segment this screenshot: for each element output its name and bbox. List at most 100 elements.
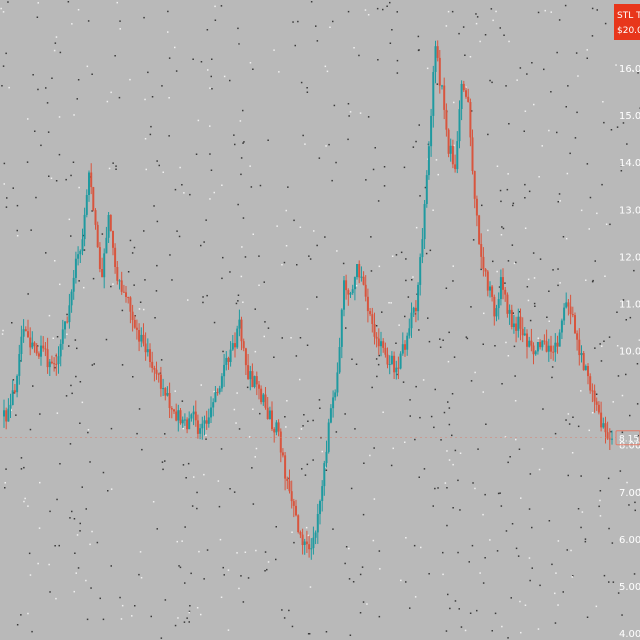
noise-dot: [299, 337, 302, 339]
noise-dot: [315, 25, 317, 27]
noise-dot: [430, 415, 433, 418]
noise-dot: [479, 572, 481, 574]
candle-body: [105, 237, 108, 254]
noise-dot: [189, 193, 191, 196]
candle-body: [11, 390, 14, 405]
candle-body: [242, 341, 245, 349]
candle-body: [133, 320, 136, 328]
candle-body: [316, 514, 319, 533]
candle-body: [44, 348, 47, 350]
noise-dot: [27, 293, 29, 295]
noise-dot: [120, 618, 123, 620]
noise-dot: [362, 513, 365, 516]
noise-dot: [217, 480, 220, 482]
candle-body: [288, 481, 291, 492]
y-tick-label: 10.00: [619, 347, 640, 358]
candle-body: [519, 316, 522, 329]
candle-body: [445, 109, 448, 130]
candle-body: [510, 309, 513, 327]
noise-dot: [621, 394, 624, 397]
noise-dot: [90, 587, 92, 589]
candle-body: [109, 215, 112, 231]
candle-body: [140, 334, 143, 342]
noise-dot: [108, 167, 111, 170]
noise-dot: [349, 634, 352, 636]
noise-dot: [396, 72, 399, 74]
noise-dot: [214, 19, 217, 21]
noise-dot: [574, 137, 577, 139]
candle-body: [347, 290, 350, 295]
noise-dot: [83, 249, 86, 251]
noise-dot: [459, 509, 461, 511]
noise-dot: [89, 543, 91, 546]
noise-dot: [308, 255, 310, 257]
candle-body: [24, 329, 27, 332]
noise-dot: [392, 447, 394, 450]
candle-body: [343, 280, 345, 310]
noise-dot: [600, 360, 603, 362]
noise-dot: [39, 481, 41, 484]
noise-dot: [266, 568, 268, 571]
noise-dot: [252, 68, 254, 70]
noise-dot: [131, 252, 134, 254]
candle-body: [482, 256, 485, 270]
noise-dot: [209, 125, 211, 127]
noise-dot: [156, 160, 158, 162]
noise-dot: [492, 260, 494, 263]
noise-dot: [333, 104, 336, 107]
noise-dot: [160, 637, 163, 639]
candle-body: [135, 327, 138, 330]
noise-dot: [15, 414, 17, 416]
noise-dot: [34, 130, 36, 132]
candle-body: [175, 411, 178, 421]
noise-dot: [76, 98, 78, 100]
noise-dot: [300, 428, 303, 430]
noise-dot: [383, 185, 386, 187]
noise-dot: [519, 67, 522, 69]
noise-dot: [285, 426, 287, 428]
noise-dot: [140, 577, 143, 579]
noise-dot: [471, 544, 474, 547]
noise-dot: [446, 450, 448, 452]
noise-dot: [491, 81, 493, 84]
noise-dot: [446, 487, 448, 489]
candle-body: [587, 366, 589, 377]
noise-dot: [604, 275, 606, 277]
noise-dot: [462, 26, 465, 28]
noise-dot: [127, 271, 130, 273]
noise-dot: [345, 546, 348, 548]
candle-body: [408, 328, 411, 336]
noise-dot: [402, 381, 405, 383]
noise-dot: [596, 212, 598, 215]
noise-dot: [77, 567, 80, 569]
noise-dot: [595, 393, 598, 395]
noise-dot: [520, 497, 522, 499]
noise-dot: [601, 345, 603, 347]
noise-dot: [565, 419, 567, 421]
candle-body: [534, 351, 537, 355]
noise-dot: [169, 254, 171, 256]
candle-body: [595, 401, 598, 405]
noise-dot: [35, 196, 37, 199]
noise-dot: [367, 14, 370, 16]
header-badge[interactable]: STL T $20.0: [614, 4, 640, 40]
noise-dot: [442, 573, 444, 576]
noise-dot: [81, 486, 83, 488]
candle-body: [447, 129, 450, 154]
noise-dot: [351, 358, 353, 360]
candle-body: [517, 316, 520, 331]
noise-dot: [422, 379, 425, 381]
noise-dot: [59, 463, 61, 465]
noise-dot: [309, 258, 312, 260]
noise-dot: [610, 129, 613, 131]
noise-dot: [512, 204, 514, 207]
noise-dot: [570, 549, 572, 552]
noise-dot: [116, 1, 118, 4]
candle-body: [552, 351, 555, 353]
noise-dot: [179, 566, 182, 569]
noise-dot: [252, 503, 255, 505]
candle-body: [432, 72, 435, 116]
noise-dot: [565, 106, 567, 108]
